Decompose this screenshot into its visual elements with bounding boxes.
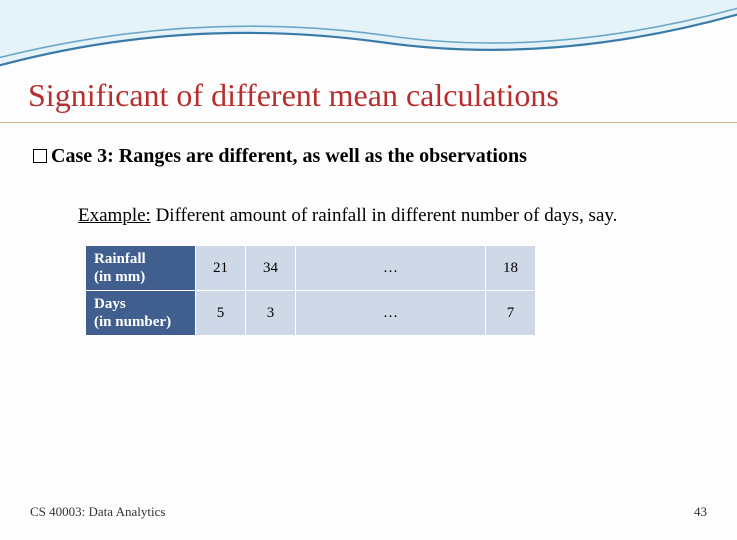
example-line: Example: Different amount of rainfall in… xyxy=(78,205,617,227)
footer-course: CS 40003: Data Analytics xyxy=(30,504,165,520)
table-cell: 21 xyxy=(196,246,246,291)
rainfall-table: Rainfall (in mm) 21 34 … 18 Days (in num… xyxy=(85,245,611,336)
table-cell: 5 xyxy=(196,291,246,336)
table-row: Days (in number) 5 3 … 7 xyxy=(86,291,611,336)
table-cell: … xyxy=(296,246,486,291)
row-header: Rainfall (in mm) xyxy=(86,246,196,291)
table-row: Rainfall (in mm) 21 34 … 18 xyxy=(86,246,611,291)
case-text: Ranges are different, as well as the obs… xyxy=(114,145,527,167)
example-text: Different amount of rainfall in differen… xyxy=(151,205,618,226)
table-cell: 34 xyxy=(246,246,296,291)
bullet-square-icon xyxy=(33,149,47,163)
row-header-line2: (in mm) xyxy=(94,269,145,285)
example-label: Example: xyxy=(78,205,151,226)
title-underline xyxy=(0,122,737,123)
row-header-line2: (in number) xyxy=(94,314,171,330)
slide-title: Significant of different mean calculatio… xyxy=(28,78,559,113)
page-number: 43 xyxy=(694,504,707,520)
table-cell: 18 xyxy=(486,246,536,291)
table-cell: … xyxy=(296,291,486,336)
row-header-line1: Rainfall xyxy=(94,251,146,267)
row-header: Days (in number) xyxy=(86,291,196,336)
case-bullet: Case 3: Ranges are different, as well as… xyxy=(33,145,527,168)
case-prefix: Case 3: xyxy=(51,145,114,167)
table-cell: 3 xyxy=(246,291,296,336)
row-header-line1: Days xyxy=(94,296,126,312)
decorative-top-swoosh xyxy=(0,0,737,75)
table-cell: 7 xyxy=(486,291,536,336)
